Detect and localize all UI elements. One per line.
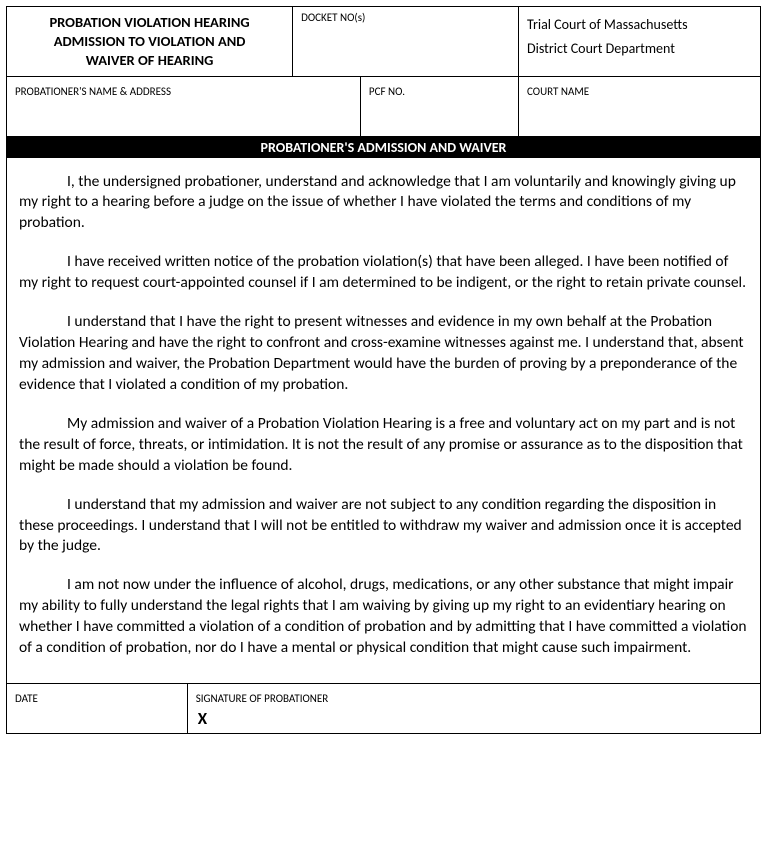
court-name-cell[interactable]: COURT NAME — [519, 77, 760, 136]
title-line-3: WAIVER OF HEARING — [15, 51, 284, 70]
name-address-cell[interactable]: PROBATIONER'S NAME & ADDRESS — [7, 77, 361, 136]
signature-label: SIGNATURE OF PROBATIONER — [196, 692, 329, 705]
name-address-label: PROBATIONER'S NAME & ADDRESS — [15, 85, 171, 98]
court-line-2: District Court Department — [527, 37, 752, 61]
court-name-label: COURT NAME — [527, 85, 589, 98]
paragraph-3: I understand that I have the right to pr… — [19, 312, 748, 396]
paragraph-6: I am not now under the influence of alco… — [19, 575, 748, 659]
signature-x-mark: X — [198, 708, 207, 729]
signature-row: DATE SIGNATURE OF PROBATIONER X — [7, 683, 760, 733]
form-title-cell: PROBATION VIOLATION HEARING ADMISSION TO… — [7, 7, 293, 76]
paragraph-5: I understand that my admission and waive… — [19, 495, 748, 558]
paragraph-4: My admission and waiver of a Probation V… — [19, 414, 748, 477]
title-line-1: PROBATION VIOLATION HEARING — [15, 13, 284, 32]
court-identity-cell: Trial Court of Massachusetts District Co… — [519, 7, 760, 76]
date-cell[interactable]: DATE — [7, 684, 188, 733]
second-row: PROBATIONER'S NAME & ADDRESS PCF NO. COU… — [7, 77, 760, 137]
form-container: PROBATION VIOLATION HEARING ADMISSION TO… — [6, 6, 761, 734]
body-text: I, the undersigned probationer, understa… — [7, 158, 760, 684]
date-label: DATE — [15, 692, 38, 705]
header-row: PROBATION VIOLATION HEARING ADMISSION TO… — [7, 7, 760, 77]
pcf-label: PCF NO. — [369, 85, 405, 98]
signature-cell[interactable]: SIGNATURE OF PROBATIONER X — [188, 684, 760, 733]
paragraph-2: I have received written notice of the pr… — [19, 252, 748, 294]
docket-label: DOCKET NO(s) — [301, 11, 365, 24]
pcf-cell[interactable]: PCF NO. — [361, 77, 519, 136]
court-line-1: Trial Court of Massachusetts — [527, 13, 752, 37]
docket-cell[interactable]: DOCKET NO(s) — [293, 7, 519, 76]
paragraph-1: I, the undersigned probationer, understa… — [19, 172, 748, 235]
title-line-2: ADMISSION TO VIOLATION AND — [15, 32, 284, 51]
section-banner: PROBATIONER'S ADMISSION AND WAIVER — [7, 137, 760, 158]
